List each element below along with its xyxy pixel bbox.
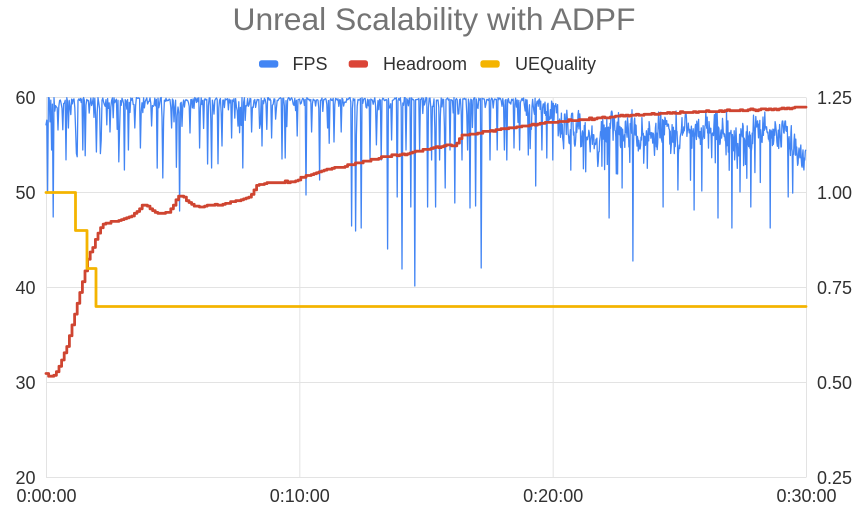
svg-text:0.75: 0.75 [817, 278, 852, 298]
svg-text:0.25: 0.25 [817, 468, 852, 488]
svg-text:FPS: FPS [293, 54, 328, 74]
svg-text:UEQuality: UEQuality [515, 54, 596, 74]
svg-text:30: 30 [15, 373, 35, 393]
svg-text:0:20:00: 0:20:00 [523, 486, 583, 506]
svg-text:50: 50 [15, 183, 35, 203]
svg-text:0:00:00: 0:00:00 [16, 486, 76, 506]
svg-text:0:10:00: 0:10:00 [270, 486, 330, 506]
svg-text:60: 60 [15, 88, 35, 108]
svg-text:Headroom: Headroom [383, 54, 467, 74]
svg-text:0:30:00: 0:30:00 [776, 486, 836, 506]
svg-text:20: 20 [15, 468, 35, 488]
svg-text:0.50: 0.50 [817, 373, 852, 393]
svg-text:1.00: 1.00 [817, 183, 852, 203]
svg-text:1.25: 1.25 [817, 88, 852, 108]
svg-text:Unreal Scalability with ADPF: Unreal Scalability with ADPF [233, 1, 636, 37]
svg-text:40: 40 [15, 278, 35, 298]
